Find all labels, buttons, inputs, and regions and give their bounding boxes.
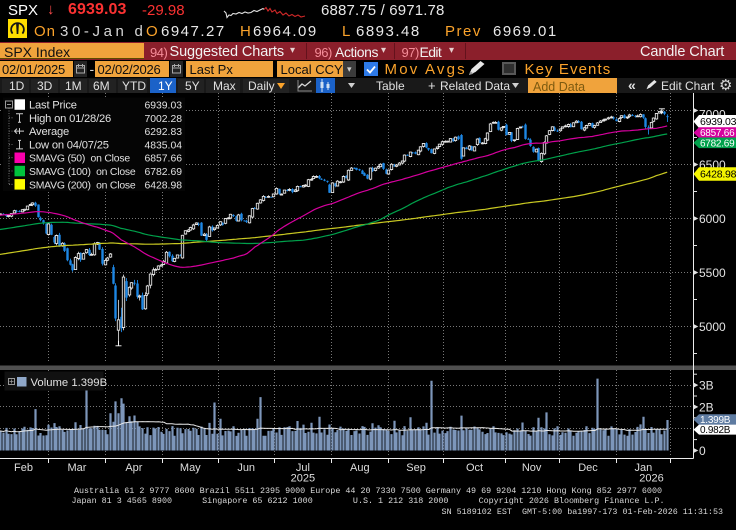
svg-text:Mar: Mar	[68, 462, 87, 474]
svg-text:6428.98: 6428.98	[700, 169, 736, 181]
svg-text:Average: Average	[29, 126, 69, 138]
svg-text:0: 0	[699, 444, 706, 458]
svg-text:Volume 1.399B: Volume 1.399B	[31, 377, 108, 389]
svg-text:4835.04: 4835.04	[144, 140, 182, 151]
svg-text:High on 01/28/26: High on 01/28/26	[29, 113, 111, 125]
svg-text:6782.69: 6782.69	[700, 138, 735, 149]
svg-text:7002.28: 7002.28	[144, 114, 182, 125]
svg-text:Jan: Jan	[635, 462, 653, 474]
svg-text:6292.83: 6292.83	[144, 127, 182, 138]
svg-text:6857.66: 6857.66	[700, 128, 735, 139]
svg-text:3B: 3B	[699, 379, 714, 393]
svg-text:Dec: Dec	[578, 462, 598, 474]
svg-text:5000: 5000	[699, 320, 726, 334]
svg-text:Nov: Nov	[522, 462, 542, 474]
svg-text:6782.69: 6782.69	[144, 167, 182, 178]
svg-text:Oct: Oct	[466, 462, 483, 474]
svg-text:SMAVG (50) on Close: SMAVG (50) on Close	[29, 154, 130, 165]
svg-text:2026: 2026	[639, 473, 663, 485]
svg-text:5500: 5500	[699, 266, 726, 280]
svg-text:6857.66: 6857.66	[144, 154, 182, 165]
svg-text:SMAVG (200) on Close: SMAVG (200) on Close	[29, 180, 136, 191]
svg-text:Sep: Sep	[406, 462, 426, 474]
svg-text:Jul: Jul	[296, 462, 310, 474]
svg-text:6939.03: 6939.03	[700, 116, 736, 128]
svg-text:May: May	[180, 462, 201, 474]
svg-text:6428.98: 6428.98	[144, 180, 182, 191]
svg-text:2B: 2B	[699, 400, 714, 414]
svg-text:Apr: Apr	[125, 462, 142, 474]
svg-text:Low on 04/07/25: Low on 04/07/25	[29, 139, 109, 151]
svg-text:2025: 2025	[291, 473, 315, 485]
svg-text:Feb: Feb	[14, 462, 33, 474]
svg-text:Jun: Jun	[237, 462, 255, 474]
svg-text:6939.03: 6939.03	[144, 101, 182, 112]
svg-text:6000: 6000	[699, 212, 726, 226]
svg-text:1.399B: 1.399B	[700, 415, 731, 426]
svg-text:Aug: Aug	[350, 462, 370, 474]
svg-text:Last Price: Last Price	[29, 100, 77, 112]
svg-text:SMAVG (100) on Close: SMAVG (100) on Close	[29, 167, 136, 178]
svg-text:0.982B: 0.982B	[700, 425, 731, 436]
